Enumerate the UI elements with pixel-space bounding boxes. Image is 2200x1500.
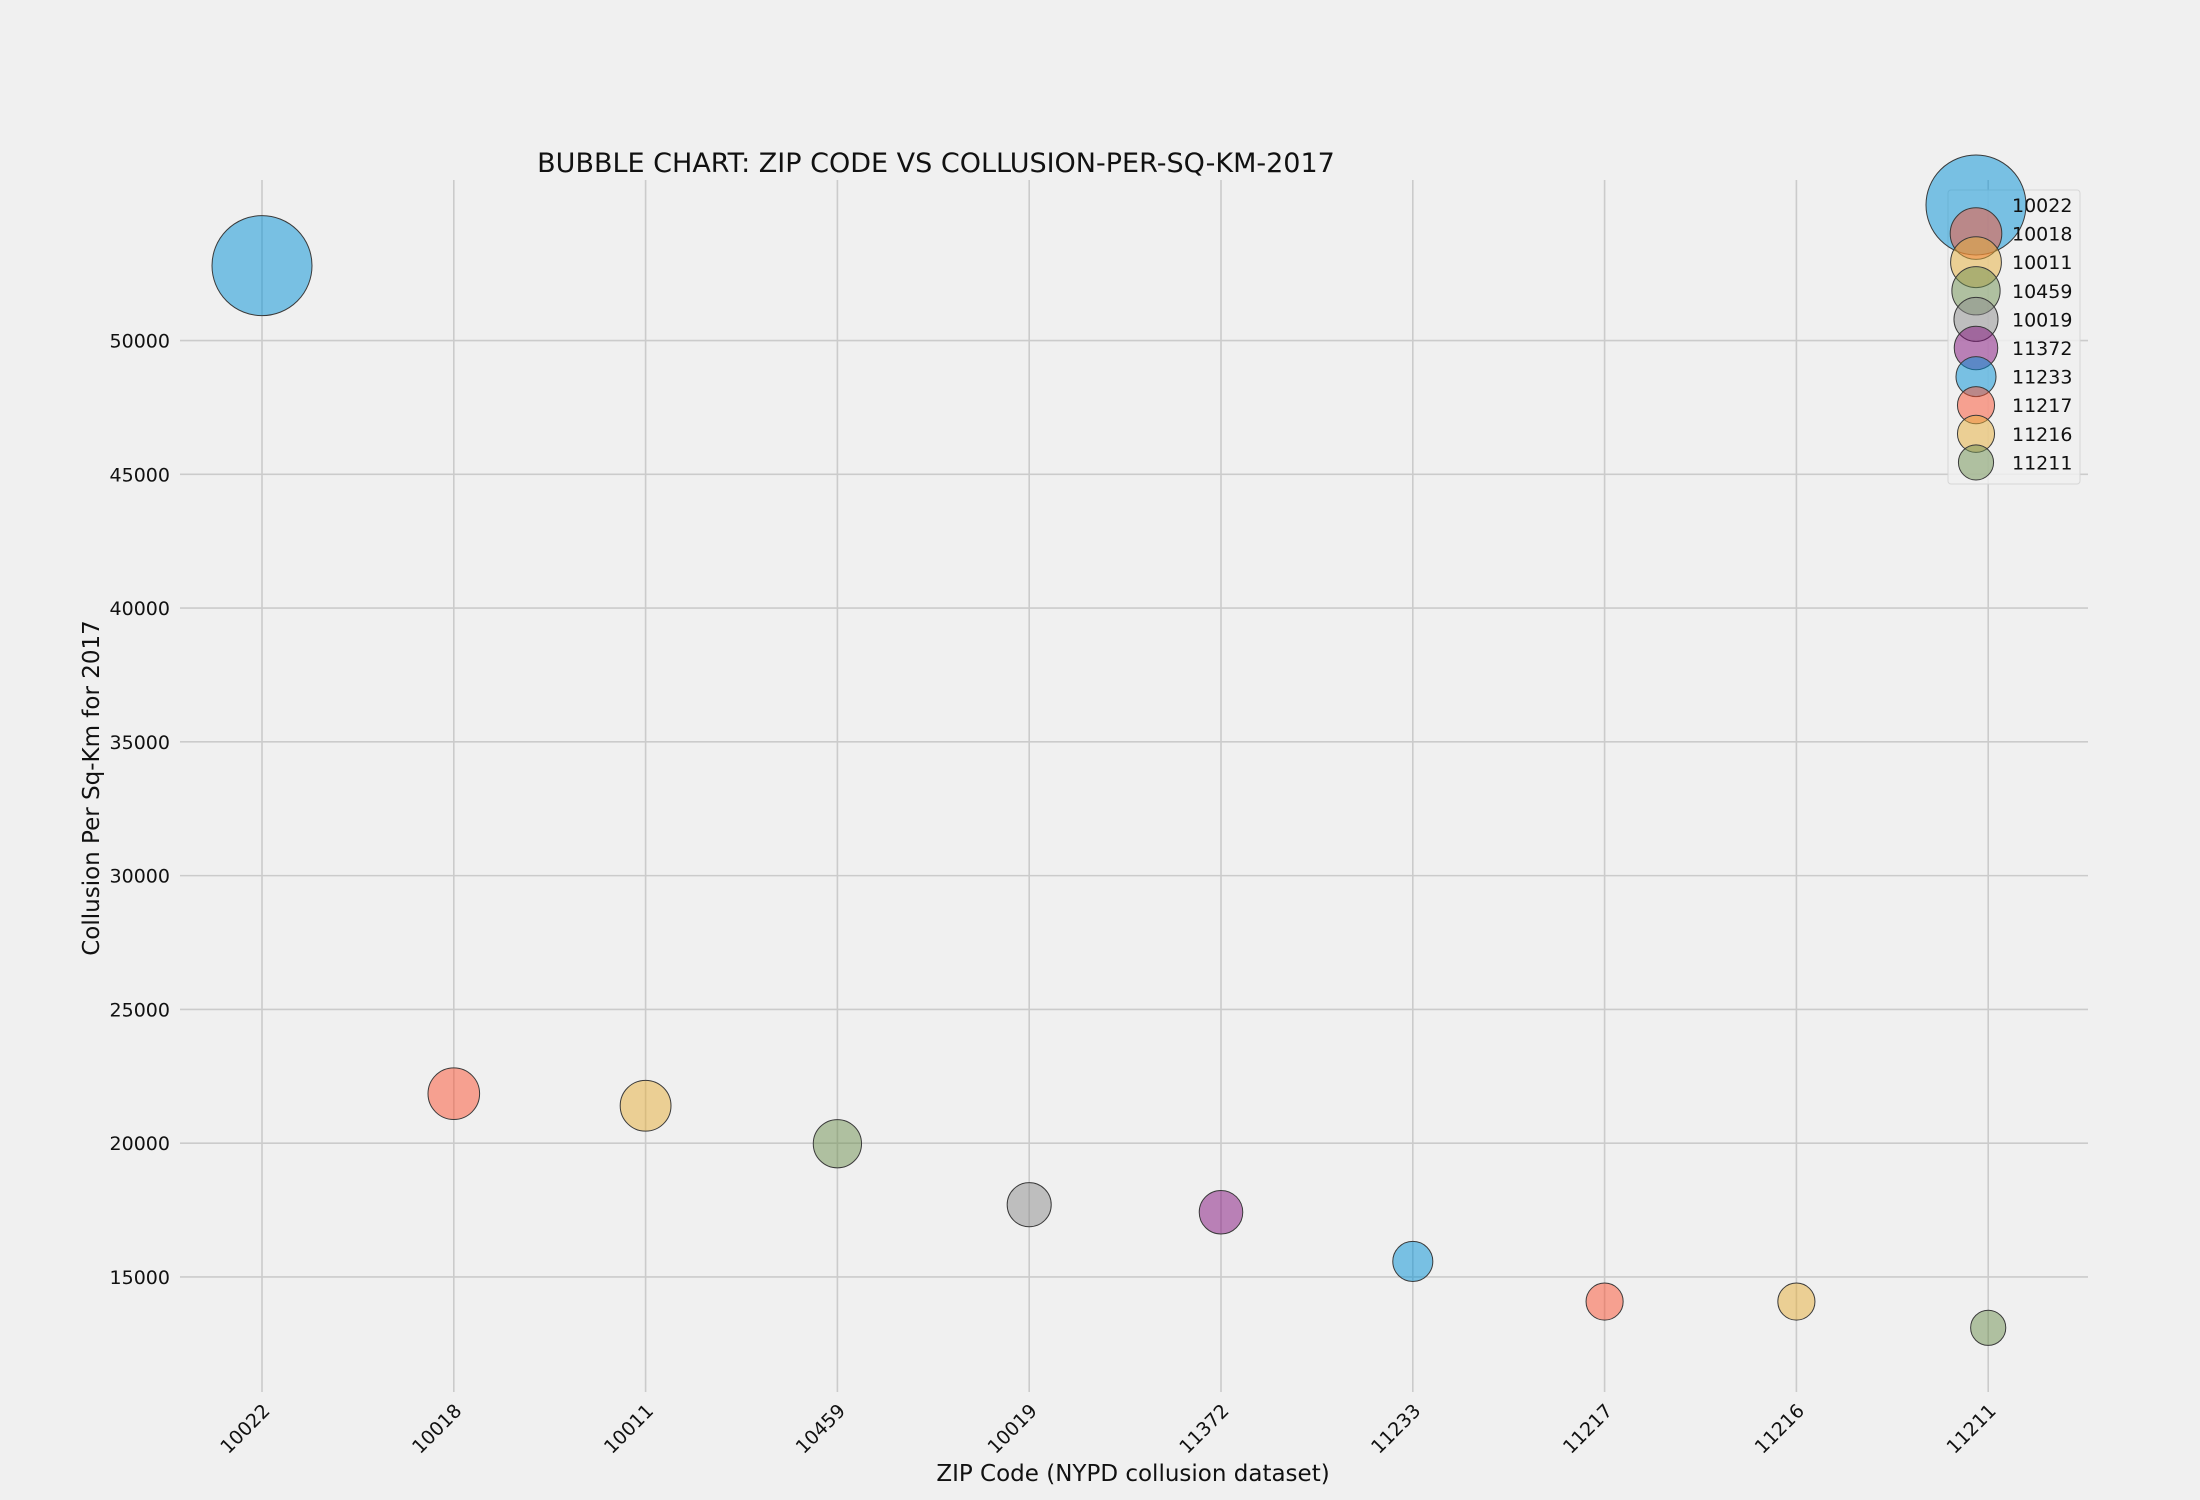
y-tick-label: 15000 [110, 1267, 170, 1289]
legend-label-10459: 10459 [2012, 281, 2072, 303]
y-tick-label: 20000 [110, 1133, 170, 1155]
bubble-11372 [1198, 1189, 1244, 1235]
y-axis-label: Collusion Per Sq-Km for 2017 [79, 620, 105, 956]
legend: 10022 10018 10011 10459 10019 11372 11233 11217… [1925, 154, 2081, 485]
legend-label-11233: 11233 [2012, 367, 2072, 389]
chart-title: BUBBLE CHART: ZIP CODE VS COLLUSION-PER-… [537, 148, 1335, 179]
legend-label-10018: 10018 [2012, 224, 2072, 246]
bubble-10018 [427, 1067, 481, 1120]
bubble-11233 [1392, 1240, 1434, 1282]
legend-label-11217: 11217 [2012, 395, 2072, 417]
legend-label-11372: 11372 [2012, 338, 2072, 360]
y-tick-label: 35000 [110, 732, 170, 754]
legend-marker-11211 [1957, 444, 1995, 481]
bubble-series [211, 215, 2007, 1346]
bubble-10022 [211, 215, 313, 317]
y-tick-label: 25000 [110, 999, 170, 1021]
y-tick-label: 30000 [110, 866, 170, 888]
legend-label-10019: 10019 [2012, 309, 2072, 331]
y-tick-label: 40000 [110, 598, 170, 620]
y-tick-label: 45000 [110, 464, 170, 486]
legend-label-11216: 11216 [2012, 424, 2072, 446]
bubble-11217 [1585, 1282, 1624, 1321]
bubble-10459 [812, 1119, 863, 1169]
bubble-10011 [619, 1079, 672, 1132]
legend-label-11211: 11211 [2012, 452, 2072, 474]
y-tick-label: 50000 [110, 331, 170, 353]
x-axis-label: ZIP Code (NYPD collusion dataset) [936, 1461, 1329, 1487]
bubble-11216 [1777, 1282, 1816, 1321]
legend-label-10022: 10022 [2012, 195, 2072, 217]
y-axis-ticks: 15000 20000 25000 30000 35000 40000 45000 50000 [110, 331, 170, 1289]
bubble-11211 [1970, 1309, 2007, 1346]
legend-label-10011: 10011 [2012, 252, 2072, 274]
bubble-10019 [1006, 1182, 1052, 1228]
